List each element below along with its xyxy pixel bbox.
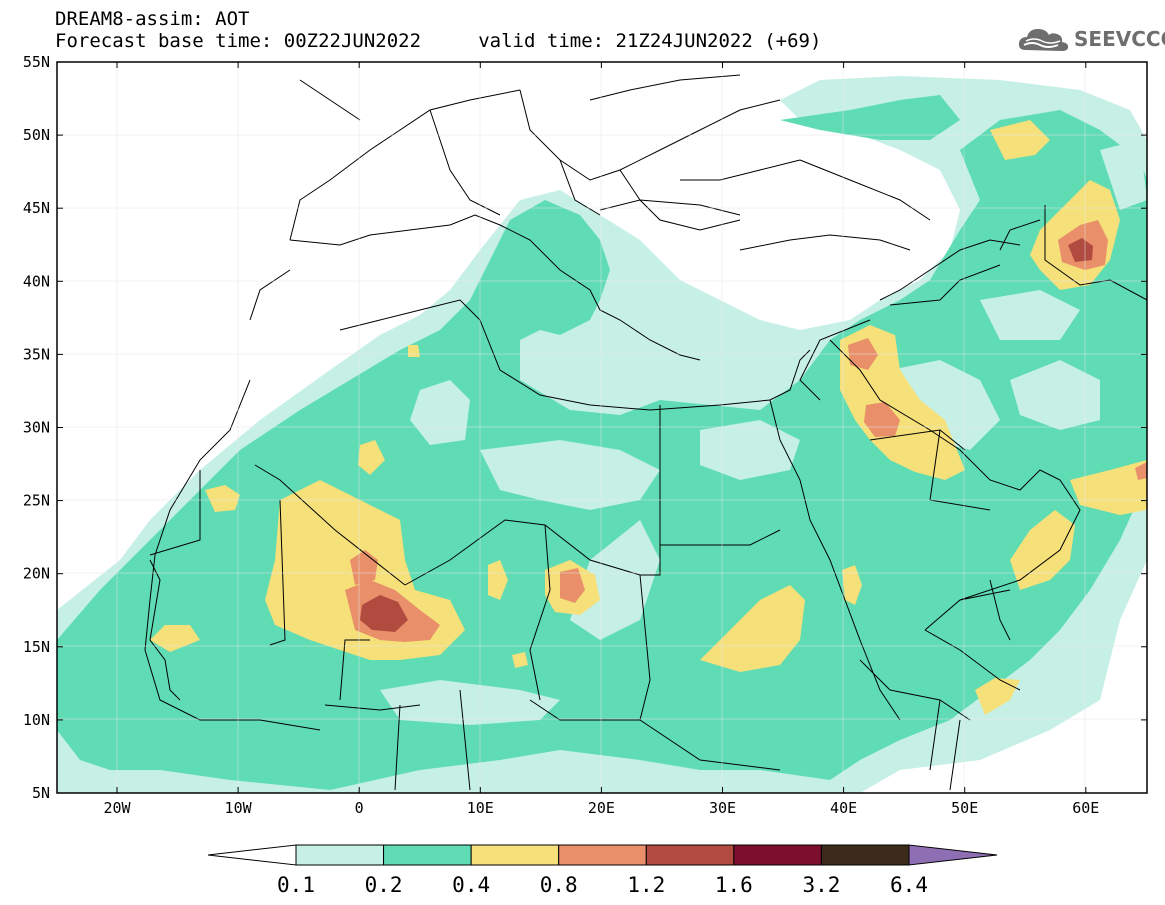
lon-tick-label: 20E: [588, 799, 615, 817]
lon-tick-label: 0: [355, 799, 364, 817]
lat-tick-label: 10N: [23, 711, 50, 729]
colorbar-segment: [820, 844, 910, 866]
europe-borders: [289, 74, 931, 241]
colorbar-label: 1.6: [715, 873, 753, 897]
lon-tick-label: 30E: [709, 799, 736, 817]
colorbar-segment: [645, 844, 735, 866]
colorbar-label: 0.1: [277, 873, 315, 897]
lon-tick-label: 50E: [951, 799, 978, 817]
map-area: [57, 62, 1147, 793]
title-line-2: Forecast base time: 00Z22JUN2022 valid t…: [55, 30, 822, 52]
aot-1.2-layer: [360, 238, 1093, 632]
colorbar-label: 1.2: [627, 873, 665, 897]
colorbar: 0.1 0.2 0.4 0.8 1.2 1.6 3.2 6.4: [207, 844, 998, 897]
colorbar-segment: [383, 844, 472, 866]
lon-tick-label: 20W: [103, 799, 131, 817]
colorbar-label: 0.8: [540, 873, 578, 897]
colorbar-label: 3.2: [802, 873, 840, 897]
lat-tick-label: 45N: [23, 199, 50, 217]
lon-tick-label: 10E: [467, 799, 494, 817]
coastlines: [144, 199, 1081, 791]
lon-tick-label: 60E: [1072, 799, 1099, 817]
logo-text: SEEVCCC: [1074, 27, 1165, 51]
longitude-axis: 20W 10W 0 10E 20E 30E 40E 50E 60E: [103, 62, 1099, 817]
colorbar-label: 0.2: [365, 873, 403, 897]
lon-tick-label: 10W: [225, 799, 253, 817]
title-line-1: DREAM8-assim: AOT: [55, 8, 250, 30]
latitude-axis: 55N 50N 45N 40N 35N 30N 25N 20N 15N 10N 5N: [23, 53, 1147, 802]
colorbar-high-arrow: [908, 844, 998, 866]
colorbar-segment: [470, 844, 560, 866]
graticule: [57, 62, 1147, 793]
colorbar-label: 0.4: [452, 873, 490, 897]
colorbar-low-arrow: [207, 844, 297, 866]
lat-tick-label: 40N: [23, 272, 50, 290]
colorbar-segment: [558, 844, 647, 866]
seevccc-logo: SEEVCCC: [1018, 24, 1165, 54]
cloud-icon: [1018, 29, 1069, 51]
lat-tick-label: 35N: [23, 345, 50, 363]
colorbar-segment: [295, 844, 385, 866]
lon-tick-label: 40E: [830, 799, 857, 817]
lat-tick-label: 15N: [23, 638, 50, 656]
lat-tick-label: 55N: [23, 53, 50, 71]
lat-tick-label: 50N: [23, 126, 50, 144]
colorbar-label: 6.4: [890, 873, 928, 897]
lat-tick-label: 5N: [32, 784, 50, 802]
lat-tick-label: 20N: [23, 565, 50, 583]
lat-tick-label: 30N: [23, 419, 50, 437]
colorbar-segment: [733, 844, 822, 866]
lat-tick-label: 25N: [23, 492, 50, 510]
